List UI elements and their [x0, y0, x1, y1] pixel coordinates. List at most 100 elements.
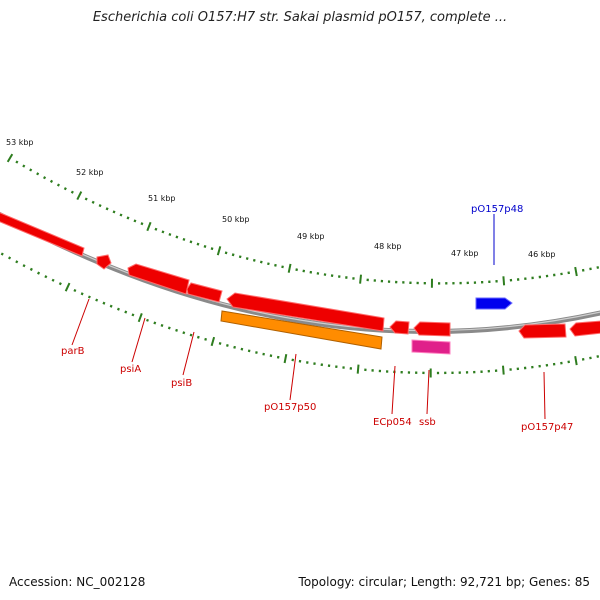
gene-arc-ssb-region[interactable]: [413, 321, 451, 337]
leader-parB: [71, 298, 90, 346]
gene-arc-ssb[interactable]: [411, 339, 451, 355]
accession-label: Accession: NC_002128: [9, 575, 146, 589]
inner-minor-tick: [233, 345, 236, 349]
gene-label-parB[interactable]: parB: [61, 346, 85, 357]
kbp-label-51: 51 kbp: [148, 194, 176, 203]
inner-minor-tick: [116, 307, 120, 311]
inner-minor-tick: [51, 278, 55, 282]
inner-minor-tick: [269, 354, 273, 358]
outer-minor-tick: [259, 260, 263, 264]
kbp-label-52: 52 kbp: [76, 168, 104, 177]
inner-major-tick: [283, 354, 288, 364]
outer-minor-tick: [302, 269, 306, 273]
gene-label-pO157p48[interactable]: pO157p48: [471, 204, 523, 215]
gene-arc-long[interactable]: [226, 292, 385, 332]
inner-minor-tick: [15, 260, 19, 264]
outer-minor-tick: [133, 219, 137, 223]
inner-minor-tick: [589, 356, 592, 360]
leader-pO157p50: [289, 353, 297, 401]
outer-minor-tick: [252, 258, 256, 262]
gene-arc-pO157p48[interactable]: [475, 297, 513, 310]
inner-minor-tick: [0, 252, 4, 256]
outer-minor-tick: [112, 210, 116, 214]
gene-arc-parB[interactable]: [0, 212, 85, 257]
outer-major-tick: [216, 246, 222, 256]
inner-major-tick: [210, 336, 216, 347]
inner-major-tick: [502, 365, 505, 375]
outer-minor-tick: [22, 164, 26, 168]
outer-scale-ticks: [6, 153, 600, 288]
inner-minor-tick: [131, 313, 135, 317]
kbp-label-49: 49 kbp: [297, 232, 325, 241]
gene-label-ECp054[interactable]: ECp054: [373, 417, 412, 428]
gene-label-psiB[interactable]: psiB: [171, 378, 192, 389]
inner-major-tick: [356, 364, 360, 374]
outer-major-tick: [502, 276, 506, 286]
gene-arc-pO157p50[interactable]: [220, 310, 383, 350]
inner-minor-tick: [22, 264, 26, 268]
inner-minor-tick: [218, 342, 222, 345]
inner-minor-tick: [124, 310, 128, 314]
leader-ECp054: [391, 365, 396, 415]
outer-minor-tick: [119, 213, 123, 217]
inner-minor-tick: [189, 333, 193, 337]
outer-major-tick: [287, 263, 292, 273]
outer-minor-tick: [154, 227, 158, 231]
leader-psiB: [182, 331, 195, 376]
inner-minor-tick: [8, 256, 12, 260]
outer-minor-tick: [189, 240, 193, 244]
gene-label-psiA[interactable]: psiA: [120, 364, 141, 375]
inner-minor-tick: [37, 271, 41, 275]
gene-arc-ECp054[interactable]: [389, 320, 410, 335]
kbp-label-50: 50 kbp: [222, 215, 250, 224]
inner-minor-tick: [58, 282, 62, 286]
inner-scale-ticks: [0, 252, 600, 378]
leader-ssb: [426, 369, 430, 415]
inner-minor-tick: [102, 301, 106, 305]
outer-major-tick: [76, 191, 83, 201]
outer-minor-tick: [29, 168, 33, 172]
inner-minor-tick: [262, 352, 265, 356]
outer-minor-tick: [182, 237, 186, 241]
inner-minor-tick: [87, 295, 91, 299]
outer-minor-tick: [63, 187, 67, 191]
outer-minor-tick: [161, 230, 165, 234]
outer-minor-tick: [175, 235, 179, 239]
gene-label-pO157p47[interactable]: pO157p47: [521, 422, 573, 433]
outer-minor-tick: [49, 179, 54, 183]
kbp-label-46: 46 kbp: [528, 250, 556, 259]
outer-minor-tick: [84, 197, 88, 201]
gene-arc-psiA[interactable]: [127, 263, 190, 295]
outer-major-tick: [146, 221, 152, 232]
gene-label-pO157p50[interactable]: pO157p50: [264, 402, 316, 413]
inner-minor-tick: [204, 337, 207, 341]
outer-minor-tick: [267, 262, 270, 266]
outer-minor-tick: [70, 190, 74, 194]
outer-minor-tick: [15, 160, 19, 164]
outer-minor-tick: [231, 253, 235, 257]
inner-minor-tick: [29, 267, 33, 271]
map-title: Escherichia coli O157:H7 str. Sakai plas…: [92, 10, 508, 25]
kbp-label-47: 47 kbp: [451, 249, 479, 258]
topology-summary: Topology: circular; Length: 92,721 bp; G…: [298, 575, 590, 589]
outer-minor-tick: [224, 251, 228, 255]
inner-major-tick: [64, 282, 71, 292]
gene-arc-pO157p47[interactable]: [518, 323, 567, 339]
gene-label-ssb[interactable]: ssb: [419, 417, 436, 428]
inner-minor-tick: [160, 323, 164, 327]
gene-arc-psiB[interactable]: [186, 282, 223, 303]
gene-arc-right-edge[interactable]: [569, 320, 600, 337]
outer-minor-tick: [196, 242, 200, 246]
gene-arc-small[interactable]: [96, 254, 112, 270]
outer-minor-tick: [140, 222, 144, 226]
inner-minor-tick: [240, 347, 244, 351]
inner-minor-tick: [167, 326, 171, 330]
outer-minor-tick: [295, 268, 298, 272]
inner-minor-tick: [247, 349, 251, 353]
outer-minor-tick: [43, 176, 47, 180]
inner-minor-tick: [596, 355, 600, 358]
outer-minor-tick: [105, 207, 109, 211]
kbp-label-53: 53 kbp: [6, 138, 34, 147]
outer-minor-tick: [596, 266, 600, 269]
inner-minor-tick: [255, 351, 258, 354]
